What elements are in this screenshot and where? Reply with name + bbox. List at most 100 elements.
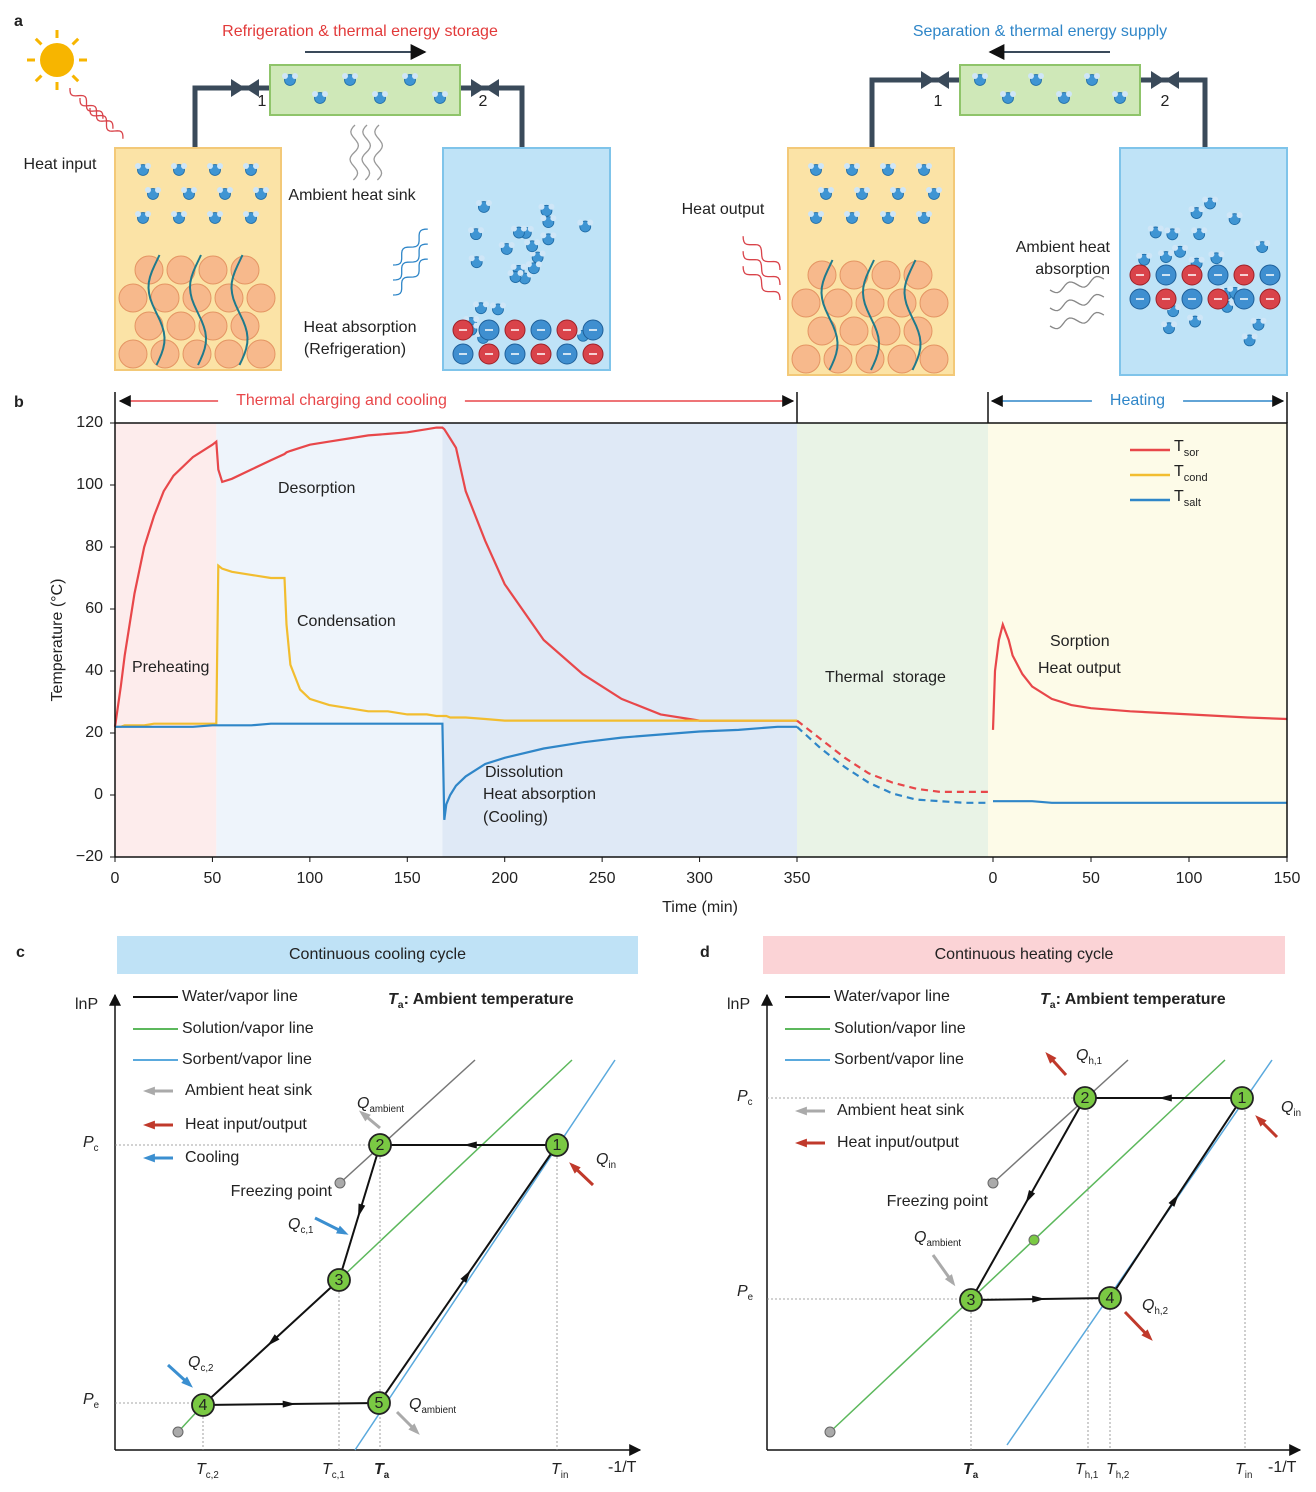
sorbent-particle [214, 283, 244, 313]
hydrogen [548, 203, 555, 210]
vapor-channel [269, 64, 461, 116]
hydrogen [442, 91, 448, 97]
hydrogen [1260, 317, 1267, 324]
legend-label: Water/vapor line [834, 988, 950, 1005]
hydrogen [828, 187, 834, 193]
vapor-path [820, 259, 839, 371]
cycle-title: Continuous heating cycle [935, 946, 1114, 963]
label-sub: c [94, 1143, 99, 1154]
header-label-bg [1091, 390, 1184, 412]
hydrogen [217, 163, 223, 169]
heat-wave [1049, 275, 1105, 294]
legend-label: Heat input/output [837, 1134, 959, 1151]
cycle-arrow [358, 1203, 366, 1218]
end-dot [987, 1177, 999, 1189]
hydrogen [818, 211, 824, 217]
sorbent-particle [919, 288, 949, 318]
label-main: Q [1142, 1297, 1154, 1314]
cycle-arrow [1168, 1193, 1179, 1207]
cycle-arrow [1032, 1295, 1046, 1303]
cycle-arrow [460, 1269, 471, 1283]
x-tick-label: 300 [686, 870, 713, 887]
legend-label: Cooling [185, 1149, 239, 1166]
hydrogen [1202, 196, 1209, 203]
label-sub: h,1 [1088, 1056, 1102, 1067]
region-shade [988, 423, 1287, 857]
hydrogen [534, 239, 541, 246]
hydrogen [473, 322, 480, 329]
sub-label: Qh,2 [1142, 1297, 1168, 1316]
label-sub: ambient [926, 1238, 961, 1249]
annotation: Sorption [1050, 633, 1110, 650]
hydrogen [402, 73, 408, 79]
diagram-text: Heat input [24, 156, 97, 173]
phase-line [829, 1059, 1226, 1433]
sub-label: Pe [83, 1391, 99, 1410]
sorbent-particle [118, 283, 148, 313]
state-label: 3 [335, 1272, 344, 1289]
sun-ray [34, 37, 43, 46]
hydrogen [926, 211, 932, 217]
legend-label: Water/vapor line [182, 988, 298, 1005]
x-tick-label: 100 [1176, 870, 1203, 887]
hydrogen [1161, 321, 1168, 328]
label-main: T [1106, 1461, 1117, 1478]
hydrogen [517, 270, 524, 277]
hydrogen [312, 91, 318, 97]
label-sub: in [1293, 1108, 1301, 1119]
x-tick-label: 350 [784, 870, 811, 887]
state-label: 4 [1106, 1290, 1115, 1307]
valve [245, 79, 259, 97]
cycle-title-bar [763, 936, 1285, 974]
label-main: Q [1281, 1099, 1293, 1116]
hydrogen [854, 187, 860, 193]
legend-label: Tsalt [1174, 488, 1201, 509]
sub-label: Qin [1281, 1099, 1301, 1118]
label-sub: in [608, 1160, 616, 1171]
hydrogen [510, 263, 517, 270]
state-point [368, 1133, 392, 1157]
hydrogen [880, 163, 886, 169]
state-point [959, 1288, 983, 1312]
legend-label: Ambient heat sink [837, 1102, 965, 1119]
panel-title: Refrigeration & thermal energy storage [222, 23, 498, 40]
vapor-path [861, 259, 881, 371]
hydrogen [550, 215, 557, 222]
arrow-head [569, 1162, 581, 1174]
sub-label: Tin [1235, 1461, 1252, 1480]
hydrogen [472, 301, 479, 308]
sorbent-particle [246, 283, 276, 313]
state-label: 5 [375, 1395, 384, 1412]
annotation: Desorption [278, 480, 355, 497]
series-line [993, 800, 1287, 804]
label-main: T [388, 991, 399, 1008]
sorbent-particle [791, 288, 821, 318]
note: Ta: Ambient temperature [1040, 991, 1226, 1011]
annotation: Heat absorption [483, 786, 596, 803]
legend-sub: sor [1184, 447, 1200, 459]
hydrogen [485, 200, 492, 207]
sorbent-particle [871, 260, 901, 290]
hydrogen [844, 163, 850, 169]
hydrogen [539, 250, 546, 257]
region-shade [797, 423, 988, 857]
hydrogen [808, 163, 814, 169]
sub-label: Qambient [409, 1396, 456, 1415]
region-shade [115, 423, 217, 857]
hydrogen [145, 163, 151, 169]
vapor-channel [959, 64, 1141, 116]
sub-label: Tc,2 [196, 1461, 219, 1480]
valve [921, 71, 935, 89]
arrow-head [944, 1274, 956, 1287]
y-tick-label: 40 [85, 662, 103, 679]
legend-main: T [1174, 438, 1184, 455]
sun [40, 43, 74, 77]
label-main: P [737, 1283, 748, 1300]
label-main: Q [288, 1216, 300, 1233]
label-main: T [963, 1461, 974, 1478]
sorbent-particle [887, 288, 917, 318]
hydrogen [1201, 227, 1208, 234]
label-main: T [196, 1461, 207, 1478]
hydrogen [1227, 285, 1234, 292]
